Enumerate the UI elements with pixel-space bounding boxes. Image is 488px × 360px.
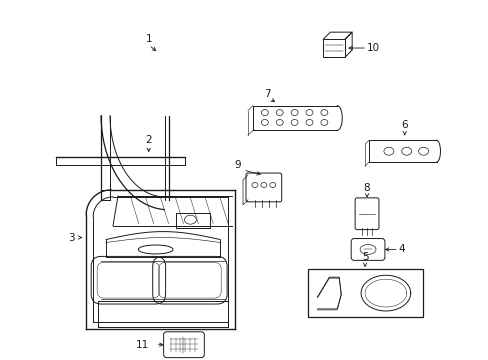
Text: 2: 2 (145, 135, 152, 145)
Text: 11: 11 (135, 340, 148, 350)
Text: 8: 8 (363, 183, 369, 193)
Bar (175, 213, 210, 228)
Text: 10: 10 (366, 43, 379, 53)
Text: 1: 1 (145, 34, 152, 44)
Text: 7: 7 (264, 89, 270, 99)
Text: 4: 4 (398, 244, 405, 255)
Text: 5: 5 (361, 252, 367, 262)
Bar (323, 39, 345, 57)
Text: 6: 6 (401, 121, 407, 130)
Text: 9: 9 (234, 160, 241, 170)
Bar (307, 269, 422, 317)
Text: 3: 3 (68, 233, 75, 243)
